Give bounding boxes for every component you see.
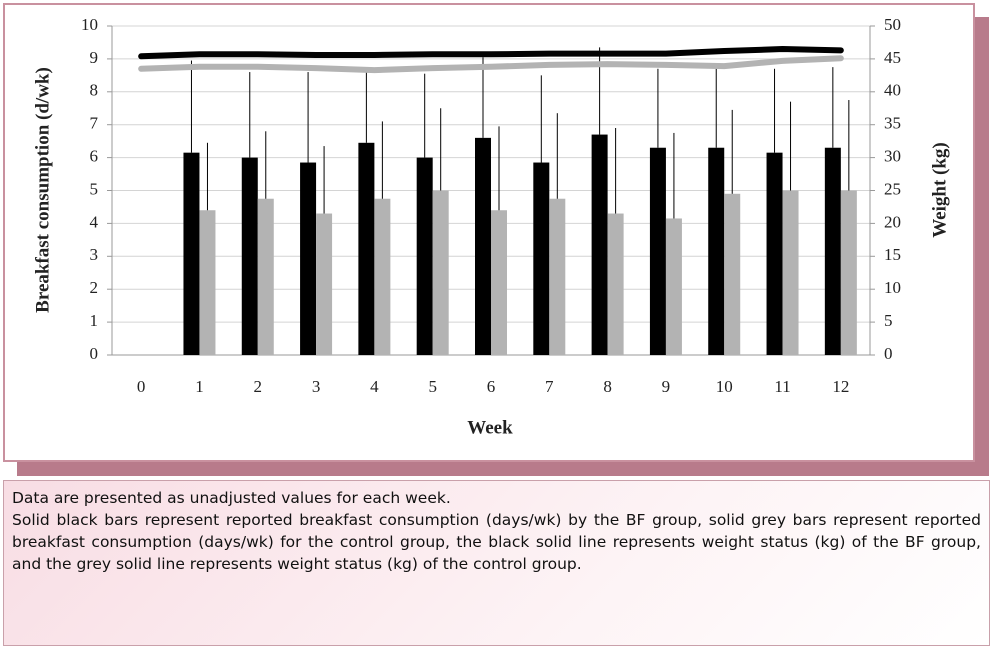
bar bbox=[591, 134, 608, 355]
bar bbox=[708, 147, 725, 355]
caption-line: Data are presented as unadjusted values … bbox=[12, 489, 451, 507]
y-tick-label: 10 bbox=[81, 15, 98, 34]
y-tick-label: 1 bbox=[90, 311, 99, 330]
x-tick-label: 4 bbox=[370, 377, 379, 396]
bar bbox=[183, 152, 200, 355]
bar bbox=[432, 190, 449, 355]
x-tick-label: 7 bbox=[545, 377, 554, 396]
caption: Data are presented as unadjusted values … bbox=[3, 480, 990, 646]
bar bbox=[241, 157, 258, 355]
bar bbox=[533, 162, 550, 355]
y2-tick-label: 25 bbox=[884, 179, 901, 198]
x-axis-title: Week bbox=[467, 417, 513, 438]
y-tick-label: 0 bbox=[90, 344, 99, 363]
bar bbox=[416, 157, 433, 355]
x-tick-label: 6 bbox=[487, 377, 496, 396]
y-axis-title: Breakfast consumption (d/wk) bbox=[32, 67, 53, 313]
bar bbox=[374, 198, 391, 355]
line bbox=[138, 46, 844, 60]
bar bbox=[316, 213, 333, 355]
bar bbox=[766, 152, 783, 355]
x-tick-label: 5 bbox=[428, 377, 437, 396]
x-tick-label: 10 bbox=[716, 377, 733, 396]
y2-tick-label: 45 bbox=[884, 48, 901, 67]
y-tick-label: 8 bbox=[90, 81, 99, 100]
x-tick-label: 2 bbox=[254, 377, 263, 396]
y2-tick-label: 15 bbox=[884, 245, 901, 264]
bar bbox=[724, 193, 741, 355]
y-tick-label: 4 bbox=[90, 212, 99, 231]
caption-line: Solid black bars represent reported brea… bbox=[12, 511, 981, 573]
y2-tick-label: 35 bbox=[884, 114, 901, 133]
y2-tick-label: 0 bbox=[884, 344, 893, 363]
y2-tick-label: 50 bbox=[884, 15, 901, 34]
bar bbox=[257, 198, 274, 355]
y2-tick-label: 30 bbox=[884, 147, 901, 166]
y2-tick-label: 20 bbox=[884, 212, 901, 231]
bar bbox=[491, 210, 507, 355]
y-tick-label: 6 bbox=[90, 147, 99, 166]
bar bbox=[475, 137, 491, 355]
bar bbox=[549, 198, 566, 355]
y2-tick-label: 10 bbox=[884, 278, 901, 297]
bar bbox=[199, 210, 216, 355]
bar bbox=[607, 213, 624, 355]
bar bbox=[824, 147, 841, 355]
y2-tick-label: 40 bbox=[884, 81, 901, 100]
x-tick-label: 1 bbox=[195, 377, 204, 396]
line bbox=[138, 55, 844, 74]
y-tick-label: 5 bbox=[90, 179, 99, 198]
bar bbox=[300, 162, 317, 355]
y-tick-label: 3 bbox=[90, 245, 99, 264]
x-tick-label: 0 bbox=[137, 377, 146, 396]
chart: Week Breakfast consumption (d/wk) Weight… bbox=[32, 15, 950, 438]
x-tick-label: 8 bbox=[603, 377, 612, 396]
bar bbox=[358, 142, 375, 355]
y2-tick-label: 5 bbox=[884, 311, 893, 330]
x-tick-label: 9 bbox=[662, 377, 671, 396]
y-tick-label: 7 bbox=[90, 114, 99, 133]
y2-axis-title: Weight (kg) bbox=[929, 142, 950, 238]
y-tick-label: 9 bbox=[90, 48, 99, 67]
bar bbox=[649, 147, 666, 355]
bar bbox=[782, 190, 799, 355]
y-tick-label: 2 bbox=[90, 278, 99, 297]
x-tick-label: 12 bbox=[832, 377, 849, 396]
x-tick-label: 11 bbox=[774, 377, 790, 396]
x-tick-label: 3 bbox=[312, 377, 321, 396]
bar bbox=[665, 218, 682, 355]
bar bbox=[840, 190, 857, 355]
